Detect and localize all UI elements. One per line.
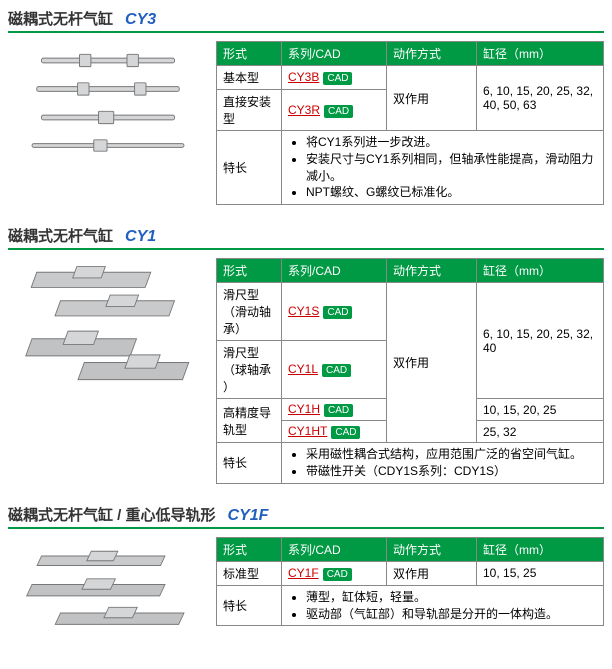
cad-badge[interactable]: CAD [323,72,352,85]
th-form: 形式 [217,537,282,561]
section-title: 磁耦式无杆气缸 CY3 [8,8,604,33]
title-code: CY1F [228,507,269,525]
cell-form: 标准型 [217,561,282,585]
cell-series: CY1H CAD [282,399,387,421]
cell-bore: 25, 32 [477,421,604,443]
title-code: CY1 [125,228,156,246]
th-series: 系列/CAD [282,537,387,561]
title-text: 磁耦式无杆气缸 / 重心低导轨形 [8,504,216,525]
spec-table-cy1f: 形式 系列/CAD 动作方式 缸径（mm） 标准型 CY1F CAD 双作用 10… [216,537,604,627]
product-image-cy1f [8,537,208,642]
cell-action: 双作用 [387,66,477,131]
feature-item: 薄型，缸体短，轻量。 [306,589,597,606]
cell-form: 基本型 [217,66,282,90]
features-cell: 薄型，缸体短，轻量。 驱动部（气缸部）和导轨部是分开的一体构造。 [282,585,604,626]
title-text: 磁耦式无杆气缸 [8,8,113,29]
features-cell: 采用磁性耦合式结构，应用范围广泛的省空间气缸。 带磁性开关（CDY1S系列：CD… [282,443,604,484]
th-action: 动作方式 [387,259,477,283]
feature-item: 采用磁性耦合式结构，应用范围广泛的省空间气缸。 [306,446,597,463]
model-link[interactable]: CY1H [288,402,320,416]
features-label: 特长 [217,443,282,484]
cell-bore: 10, 15, 20, 25 [477,399,604,421]
model-link[interactable]: CY1HT [288,424,327,438]
model-link[interactable]: CY3R [288,103,320,117]
cell-action: 双作用 [387,283,477,443]
feature-item: 驱动部（气缸部）和导轨部是分开的一体构造。 [306,606,597,623]
section-cy3: 磁耦式无杆气缸 CY3 形式 系列/CAD 动作方式 缸径（mm） [8,8,604,205]
feature-item: 带磁性开关（CDY1S系列：CDY1S） [306,463,597,480]
features-label: 特长 [217,585,282,626]
model-link[interactable]: CY1S [288,304,319,318]
cad-badge[interactable]: CAD [323,568,352,581]
feature-item: 将CY1系列进一步改进。 [306,134,597,151]
cell-bore: 6, 10, 15, 20, 25, 32, 40, 50, 63 [477,66,604,131]
spec-table-cy1: 形式 系列/CAD 动作方式 缸径（mm） 滑尺型（滑动轴承） CY1SCAD … [216,258,604,484]
section-cy1f: 磁耦式无杆气缸 / 重心低导轨形 CY1F 形式 系列/CAD 动作方式 缸径（… [8,504,604,642]
th-form: 形式 [217,259,282,283]
model-link[interactable]: CY1L [288,362,318,376]
cad-badge[interactable]: CAD [331,426,360,439]
title-text: 磁耦式无杆气缸 [8,225,113,246]
cell-bore: 10, 15, 25 [477,561,604,585]
cad-badge[interactable]: CAD [323,306,352,319]
cell-series: CY1F CAD [282,561,387,585]
cad-badge[interactable]: CAD [322,364,351,377]
th-series: 系列/CAD [282,259,387,283]
cell-form: 滑尺型（球轴承 ） [217,341,282,399]
cell-form: 滑尺型（滑动轴承） [217,283,282,341]
th-bore: 缸径（mm） [477,42,604,66]
cell-series: CY1S CAD [282,283,387,341]
th-bore: 缸径（mm） [477,537,604,561]
cell-series: CY3R CAD [282,90,387,131]
model-link[interactable]: CY3B [288,70,319,84]
cell-form: 高精度导轨型 [217,399,282,443]
model-link[interactable]: CY1F [288,566,319,580]
cell-bore: 6, 10, 15, 20, 25, 32, 40 [477,283,604,399]
product-image-cy3 [8,41,208,205]
cell-form: 直接安装型 [217,90,282,131]
th-action: 动作方式 [387,42,477,66]
feature-item: 安装尺寸与CY1系列相同，但轴承性能提高，滑动阻力减小。 [306,151,597,185]
th-action: 动作方式 [387,537,477,561]
cell-action: 双作用 [387,561,477,585]
th-form: 形式 [217,42,282,66]
feature-item: NPT螺纹、G螺纹已标准化。 [306,184,597,201]
cell-series: CY1L CAD [282,341,387,399]
th-series: 系列/CAD [282,42,387,66]
cell-series: CY1HT CAD [282,421,387,443]
title-code: CY3 [125,11,156,29]
section-cy1: 磁耦式无杆气缸 CY1 形式 系列/CAD 动作方式 缸径（mm） [8,225,604,484]
section-title: 磁耦式无杆气缸 CY1 [8,225,604,250]
section-title: 磁耦式无杆气缸 / 重心低导轨形 CY1F [8,504,604,529]
cad-badge[interactable]: CAD [324,404,353,417]
spec-table-cy3: 形式 系列/CAD 动作方式 缸径（mm） 基本型 CY3B CAD 双作用 6,… [216,41,604,205]
product-image-cy1 [8,258,208,484]
th-bore: 缸径（mm） [477,259,604,283]
cell-series: CY3B CAD [282,66,387,90]
features-label: 特长 [217,131,282,205]
cad-badge[interactable]: CAD [324,105,353,118]
features-cell: 将CY1系列进一步改进。 安装尺寸与CY1系列相同，但轴承性能提高，滑动阻力减小… [282,131,604,205]
